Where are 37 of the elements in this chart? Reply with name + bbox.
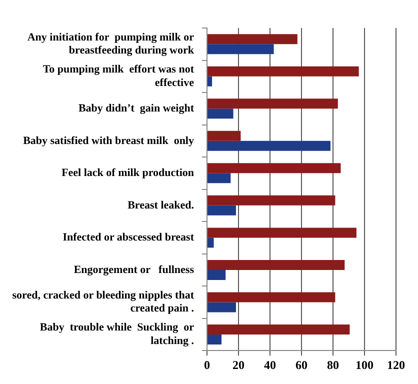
bar: [208, 260, 345, 270]
bar: [208, 270, 226, 280]
bar: [208, 98, 338, 109]
bar: [208, 163, 341, 174]
x-tick-label: 80: [327, 358, 339, 372]
y-tick-label: Any initiation for pumping milk or breastfeeding during work: [27, 31, 195, 57]
bar: [208, 334, 222, 344]
bar: [208, 205, 236, 216]
bar: [208, 34, 298, 44]
bar: [208, 44, 274, 54]
y-tick-label: Baby satisfied with breast milk only: [23, 134, 194, 147]
bar: [208, 108, 234, 119]
x-tick-label: 20: [232, 358, 244, 372]
x-tick-label: 40: [264, 358, 276, 372]
bar: [208, 238, 214, 248]
bar: [208, 66, 359, 76]
y-tick-label: Feel lack of milk production: [62, 167, 194, 180]
bar: [208, 140, 330, 151]
bar: [208, 173, 231, 184]
x-tick-label: 0: [204, 358, 210, 372]
y-tick-label: Baby didn’t gain weight: [78, 102, 194, 114]
y-tick-label: To pumping milk effort was not effective: [42, 64, 194, 89]
y-tick-label: Breast leaked.: [128, 199, 194, 212]
bar: [208, 228, 356, 238]
y-tick-label: sored, cracked or bleeding nipples that created pain .: [12, 289, 194, 315]
bar: [208, 76, 212, 86]
x-tick-label: 120: [387, 358, 405, 372]
y-tick-label: Infected or abscessed breast: [62, 232, 194, 244]
x-tick-label: 100: [356, 358, 374, 372]
y-tick-label: Engorgement or fullness: [74, 264, 195, 276]
bar: [208, 292, 336, 302]
bar: [208, 130, 241, 141]
x-tick-label: 60: [296, 358, 308, 372]
bar: [208, 195, 336, 206]
y-tick-label: Baby trouble while Suckling or latching .: [40, 322, 194, 347]
bar: [208, 324, 350, 334]
bar: [208, 302, 236, 312]
